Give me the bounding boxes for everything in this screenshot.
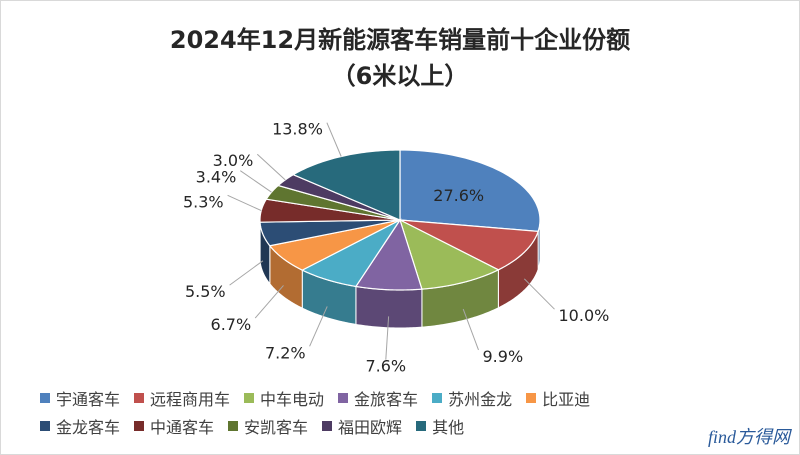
leader-line-6 [229, 260, 264, 286]
legend-item-5: 比亚迪 [526, 386, 590, 410]
legend-swatch-1 [134, 393, 145, 403]
legend-item-8: 安凯客车 [228, 414, 308, 438]
data-label-9: 3.0% [213, 151, 254, 170]
pie-slice-1 [399, 219, 539, 271]
data-label-6: 5.5% [185, 282, 226, 301]
leader-line-2 [462, 308, 479, 351]
legend-swatch-10 [416, 421, 427, 431]
legend-label-10: 其他 [432, 418, 465, 437]
data-label-8: 3.4% [196, 168, 237, 187]
legend-row-2: 金龙客车 中通客车 安凯客车 福田欧辉 其他 [40, 414, 478, 438]
leader-line-1 [523, 278, 555, 310]
legend-swatch-7 [134, 421, 145, 431]
legend-item-10: 其他 [416, 414, 464, 438]
legend-swatch-8 [228, 421, 239, 431]
leader-line-9 [256, 153, 286, 181]
data-label-2: 9.9% [483, 347, 524, 366]
legend-swatch-9 [322, 421, 333, 431]
legend-label-7: 中通客车 [150, 418, 215, 437]
legend-swatch-4 [432, 393, 443, 403]
pie-slice-6 [259, 219, 401, 247]
pie-slice-2 [398, 218, 500, 290]
legend-label-9: 福田欧辉 [338, 418, 403, 437]
chart-subtitle: （6米以上） [331, 62, 469, 90]
leader-line-5 [254, 285, 284, 319]
pie-slice-4 [300, 218, 402, 288]
legend-item-6: 金龙客车 [40, 414, 120, 438]
legend-swatch-2 [244, 393, 255, 403]
legend-swatch-0 [40, 393, 50, 403]
data-label-3: 7.6% [365, 357, 406, 376]
pie-slice-9 [276, 174, 401, 221]
legend-label-0: 宇通客车 [56, 390, 121, 409]
legend-item-0: 宇通客车 [40, 386, 120, 410]
legend-swatch-6 [40, 421, 50, 431]
leader-line-7 [227, 194, 262, 212]
legend-swatch-5 [526, 393, 537, 403]
leader-line-8 [240, 170, 272, 193]
leader-line-10 [326, 122, 342, 157]
leader-line-4 [309, 306, 328, 347]
chart-title: 2024年12月新能源客车销量前十企业份额 [169, 26, 631, 54]
data-label-10: 13.8% [272, 120, 323, 139]
pie-slice-3 [354, 218, 423, 291]
data-label-5: 6.7% [211, 315, 252, 334]
legend-item-3: 金旅客车 [338, 386, 418, 410]
legend-label-3: 金旅客车 [354, 390, 419, 409]
legend-item-1: 远程商用车 [134, 386, 230, 410]
data-label-0: 27.6% [433, 186, 484, 205]
legend-label-5: 比亚迪 [542, 390, 591, 409]
leader-line-3 [385, 316, 390, 360]
legend-item-2: 中车电动 [244, 386, 324, 410]
legend-swatch-3 [338, 393, 349, 403]
watermark-logo: find方得网 [707, 427, 790, 447]
pie-slice-5 [268, 219, 401, 271]
legend-row-1: 宇通客车 远程商用车 中车电动 金旅客车 苏州金龙 比亚迪 [40, 386, 604, 410]
legend-label-1: 远程商用车 [150, 390, 231, 409]
legend-label-6: 金龙客车 [56, 418, 121, 437]
pie-side-3 [355, 285, 423, 329]
legend-item-7: 中通客车 [134, 414, 214, 438]
pie-slice-8 [265, 184, 401, 221]
legend-item-4: 苏州金龙 [432, 386, 512, 410]
data-label-4: 7.2% [265, 343, 306, 362]
legend-label-8: 安凯客车 [244, 418, 309, 437]
legend-label-4: 苏州金龙 [448, 390, 513, 409]
data-label-7: 5.3% [183, 192, 224, 211]
legend-label-2: 中车电动 [260, 390, 325, 409]
legend-item-9: 福田欧辉 [322, 414, 402, 438]
data-label-1: 10.0% [559, 306, 610, 325]
pie-slice-0 [399, 149, 541, 233]
